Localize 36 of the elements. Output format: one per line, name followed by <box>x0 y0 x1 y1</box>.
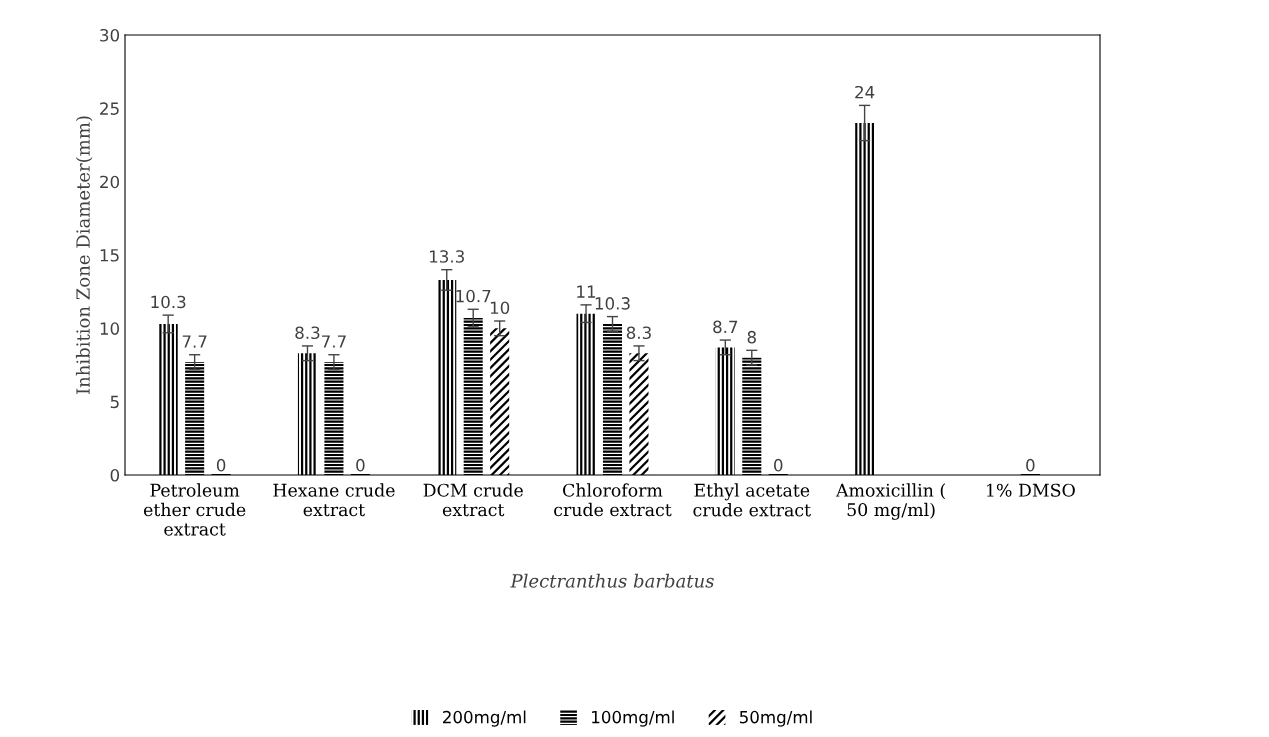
data-label: 10.3 <box>151 295 186 309</box>
data-label: 8.7 <box>713 320 738 334</box>
y-tick-label: 5 <box>110 395 119 409</box>
data-label: 8.3 <box>295 326 320 340</box>
data-label: 24 <box>855 85 875 99</box>
x-tick-label: Ethyl acetate crude extract <box>693 483 811 517</box>
data-label: 13.3 <box>430 250 464 263</box>
x-tick-label: Hexane crude extract <box>273 483 395 517</box>
data-label: 7.7 <box>322 335 346 348</box>
x-tick-label: Chloroform crude extract <box>554 483 672 517</box>
y-tick-label: 15 <box>100 249 119 262</box>
legend-label: 50mg/ml <box>739 710 812 727</box>
x-axis-title: Plectranthus barbatus <box>510 573 714 588</box>
data-label: 10.7 <box>456 289 491 303</box>
x-tick-label: Amoxicillin ( 50 mg/ml) <box>835 483 945 520</box>
data-label: 0 <box>356 458 365 472</box>
data-label: 11 <box>577 285 596 298</box>
y-tick-label: 30 <box>100 28 120 42</box>
data-label: 0 <box>1026 458 1035 472</box>
legend-label: 100mg/ml <box>592 710 674 727</box>
data-label: 8 <box>747 330 756 344</box>
data-label: 8.3 <box>626 326 651 340</box>
x-tick-label: 1% DMSO <box>987 483 1075 497</box>
y-tick-label: 20 <box>100 175 120 189</box>
x-tick-label: Petroleum ether crude extract <box>143 483 246 536</box>
x-tick-label: DCM crude extract <box>423 483 523 517</box>
data-label: 0 <box>774 458 783 472</box>
y-tick-label: 0 <box>110 468 120 482</box>
legend-label: 200mg/ml <box>443 710 526 727</box>
y-tick-label: 10 <box>100 322 120 335</box>
data-label: 10.3 <box>595 297 630 310</box>
y-axis-title: Inhibition Zone Diameter(mm) <box>75 116 93 394</box>
data-label: 0 <box>216 458 226 472</box>
y-tick-label: 25 <box>100 102 119 115</box>
data-label: 7.7 <box>182 335 207 348</box>
data-label: 10 <box>490 301 510 315</box>
